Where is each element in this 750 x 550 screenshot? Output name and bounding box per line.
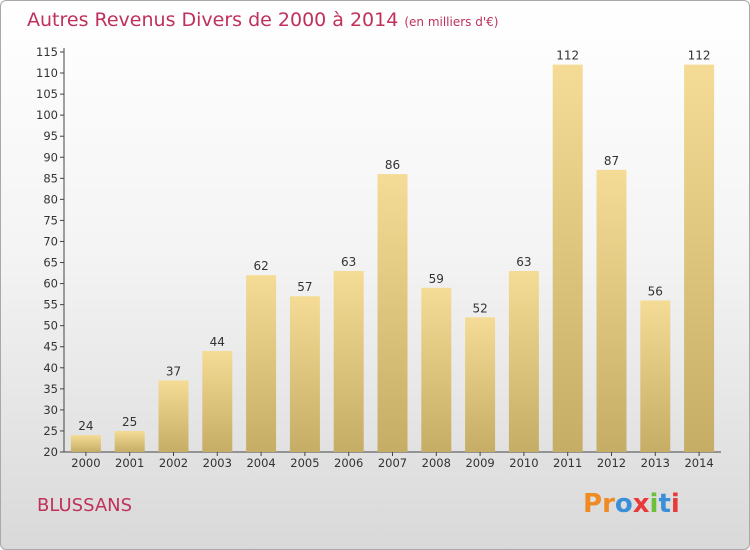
y-tick-label: 20 — [43, 445, 58, 459]
data-labels: 24 25 37 44 62 57 63 86 59 52 63 112 87 56 112 — [78, 49, 710, 434]
y-tick-label: 70 — [43, 234, 58, 248]
x-tick-label: 2005 — [290, 456, 319, 470]
x-tick-label: 2003 — [203, 456, 232, 470]
x-tick-label: 2000 — [71, 456, 100, 470]
y-tick-label: 45 — [43, 340, 58, 354]
bar-2012 — [596, 169, 627, 453]
bar-2004 — [246, 275, 277, 452]
logo-letter: x — [632, 489, 650, 519]
data-label-2006: 63 — [341, 255, 356, 269]
y-tick-label: 115 — [36, 45, 58, 59]
data-label-2014: 112 — [688, 49, 711, 63]
y-tick-label: 75 — [43, 213, 58, 227]
bar-2007 — [377, 174, 408, 452]
x-tick-label: 2011 — [553, 456, 582, 470]
y-tick-label: 35 — [43, 382, 58, 396]
x-tick-label: 2006 — [334, 456, 363, 470]
bar-2000 — [70, 435, 101, 452]
chart-title-main: Autres Revenus Divers de 2000 à 2014 — [27, 9, 399, 31]
y-tick-label: 65 — [43, 256, 58, 270]
x-tick-label: 2013 — [641, 456, 670, 470]
y-tick-label: 40 — [43, 361, 58, 375]
data-label-2002: 37 — [166, 364, 181, 378]
data-label-2010: 63 — [516, 255, 531, 269]
x-tick-label: 2010 — [509, 456, 538, 470]
data-label-2005: 57 — [297, 280, 312, 294]
data-label-2013: 56 — [648, 284, 663, 298]
x-tick-label: 2002 — [159, 456, 188, 470]
x-tick-label: 2008 — [422, 456, 451, 470]
data-label-2003: 44 — [210, 335, 225, 349]
y-tick-label: 80 — [43, 192, 58, 206]
x-tick-label: 2012 — [597, 456, 626, 470]
x-tick-label: 2014 — [684, 456, 713, 470]
y-tick-label: 60 — [43, 277, 58, 291]
data-label-2009: 52 — [472, 301, 487, 315]
bar-2001 — [114, 430, 145, 452]
data-label-2000: 24 — [78, 419, 93, 433]
bar-2002 — [158, 380, 189, 452]
bar-2010 — [508, 270, 539, 452]
commune-name: BLUSSANS — [37, 495, 133, 516]
y-tick-label: 100 — [36, 108, 58, 122]
bar-2006 — [333, 270, 364, 452]
chart-title: Autres Revenus Divers de 2000 à 2014 (en … — [27, 9, 498, 31]
bar-chart: 20 25 30 35 40 45 50 55 60 65 70 75 80 85 90 95 100 105 11… — [36, 45, 721, 470]
logo-letter: i — [649, 489, 659, 519]
logo-letter: i — [670, 489, 680, 519]
x-tick-label: 2001 — [115, 456, 144, 470]
bar-2008 — [421, 287, 452, 452]
bar-2011 — [552, 64, 583, 452]
x-tick-label: 2009 — [465, 456, 494, 470]
y-tick-label: 95 — [43, 129, 58, 143]
data-label-2001: 25 — [122, 415, 137, 429]
bar-2014 — [684, 64, 715, 452]
chart-title-unit: (en milliers d'€) — [404, 15, 499, 29]
x-tick-label: 2007 — [378, 456, 407, 470]
y-tick-label: 30 — [43, 403, 58, 417]
data-label-2008: 59 — [429, 272, 444, 286]
bar-2003 — [202, 350, 233, 452]
x-tick-label: 2004 — [246, 456, 275, 470]
y-tick-label: 50 — [43, 319, 58, 333]
bars — [70, 64, 715, 453]
data-label-2004: 62 — [253, 259, 268, 273]
y-tick-label: 55 — [43, 298, 58, 312]
proxiti-logo[interactable]: Proxiti — [583, 489, 680, 519]
logo-letter: o — [614, 489, 633, 519]
logo-letter: t — [658, 489, 671, 519]
logo-letter: P — [583, 489, 603, 519]
data-label-2012: 87 — [604, 154, 619, 168]
y-tick-label: 110 — [36, 66, 58, 80]
y-tick-label: 105 — [36, 87, 58, 101]
y-tick-label: 25 — [43, 424, 58, 438]
bar-2005 — [289, 296, 320, 452]
bar-2013 — [640, 300, 671, 452]
data-label-2007: 86 — [385, 158, 400, 172]
logo-letter: r — [602, 489, 615, 519]
bar-2009 — [465, 317, 496, 452]
y-tick-label: 90 — [43, 150, 58, 164]
data-label-2011: 112 — [556, 49, 579, 63]
y-tick-label: 85 — [43, 171, 58, 185]
